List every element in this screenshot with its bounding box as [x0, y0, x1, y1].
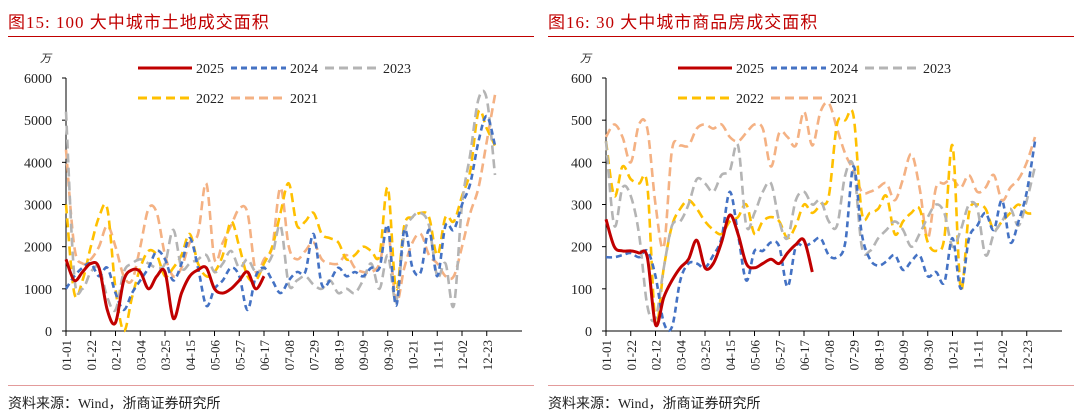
line-chart-housing: 万 0 100 200 300 400 500 600 01-01 01-22 02-12 03-04… [571, 53, 1062, 371]
legend-label-2023: 2023 [383, 62, 411, 77]
x-tick-label: 07-08 [282, 340, 297, 370]
x-tick-label: 02-12 [109, 340, 124, 370]
y-tick-label: 6000 [24, 72, 52, 87]
x-tick-label: 05-27 [232, 340, 247, 371]
series-line-2024 [64, 114, 497, 312]
y-tick-label: 600 [571, 72, 592, 87]
x-tick-label: 01-01 [59, 340, 74, 370]
x-tick-label: 06-17 [797, 340, 812, 371]
x-tick-label: 01-22 [624, 340, 639, 370]
x-tick-label: 12-02 [455, 340, 470, 370]
source-note: 资料来源：Wind，浙商证券研究所 [8, 397, 221, 412]
x-tick-label: 09-30 [921, 340, 936, 370]
y-tick-label: 0 [585, 325, 592, 340]
x-tick-label: 05-27 [772, 340, 787, 371]
y-tick-label: 4000 [24, 156, 52, 171]
x-tick-label: 04-15 [723, 340, 738, 370]
x-tick-label: 04-15 [183, 340, 198, 370]
x-tick-label: 12-23 [480, 340, 495, 370]
series-line-2021 [604, 101, 1037, 250]
legend-label-2023: 2023 [923, 62, 951, 77]
chart-panel-land: 图15: 100 大中城市土地成交面积 万 0 1000 2000 3000 4000 50… [8, 13, 534, 412]
x-tick-label: 09-09 [356, 340, 371, 370]
legend-label-2022: 2022 [196, 92, 224, 107]
x-tick-label: 10-21 [946, 340, 961, 370]
legend-label-2024: 2024 [830, 62, 858, 77]
x-tick-label: 03-04 [673, 340, 688, 371]
x-tick-label: 02-12 [649, 340, 664, 370]
legend-label-2025: 2025 [196, 62, 224, 77]
chart-title: 图15: 100 大中城市土地成交面积 [8, 13, 270, 32]
source-note: 资料来源：Wind，浙商证券研究所 [548, 397, 761, 412]
x-tick-label: 12-02 [995, 340, 1010, 370]
series-line-2025 [64, 258, 266, 326]
x-tick-label: 08-19 [871, 340, 886, 370]
series-line-2021 [64, 94, 497, 304]
series-line-2025 [604, 213, 814, 328]
y-tick-label: 0 [45, 325, 52, 340]
x-tick-label: 03-25 [698, 340, 713, 370]
x-tick-label: 03-04 [133, 340, 148, 371]
y-unit-label: 万 [580, 53, 593, 65]
x-tick-label: 07-29 [307, 340, 322, 370]
legend-label-2024: 2024 [290, 62, 318, 77]
x-tick-label: 05-06 [208, 340, 223, 371]
legend-label-2021: 2021 [830, 92, 858, 107]
legend-label-2025: 2025 [736, 62, 764, 77]
y-tick-label: 1000 [24, 283, 52, 298]
legend-label-2022: 2022 [736, 92, 764, 107]
legend-label-2021: 2021 [290, 92, 318, 107]
x-tick-label: 10-21 [406, 340, 421, 370]
series-line-2022 [64, 108, 497, 333]
y-tick-label: 200 [571, 241, 592, 256]
series-line-2024 [605, 141, 1037, 333]
x-tick-label: 06-17 [257, 340, 272, 371]
x-tick-label: 09-30 [381, 340, 396, 370]
line-chart-land: 万 0 1000 2000 3000 4000 5000 6000 01-01 01-22 02-1… [24, 53, 522, 371]
x-tick-label: 08-19 [331, 340, 346, 370]
footer-rule [8, 385, 534, 386]
y-tick-label: 5000 [24, 114, 52, 129]
x-tick-label: 11-11 [970, 340, 985, 369]
y-unit-label: 万 [40, 53, 53, 65]
series-line-2023 [64, 89, 497, 313]
x-tick-label: 05-06 [748, 340, 763, 371]
y-tick-label: 300 [571, 199, 592, 214]
x-tick-label: 01-01 [599, 340, 614, 370]
series-line-2023 [604, 141, 1037, 323]
y-tick-label: 2000 [24, 241, 52, 256]
chart-panel-housing: 图16: 30 大中城市商品房成交面积 万 0 100 200 300 400 500 600… [540, 0, 1080, 415]
series-line-2022 [604, 108, 1036, 327]
x-tick-label: 12-23 [1020, 340, 1035, 370]
x-tick-label: 01-22 [84, 340, 99, 370]
y-tick-label: 500 [571, 114, 592, 129]
chart-title: 图16: 30 大中城市商品房成交面积 [548, 13, 819, 32]
x-tick-label: 03-25 [158, 340, 173, 370]
x-tick-label: 07-29 [847, 340, 862, 370]
title-rule [548, 36, 1074, 37]
x-tick-label: 07-08 [822, 340, 837, 370]
x-tick-label: 09-09 [896, 340, 911, 370]
footer-rule [548, 385, 1074, 386]
y-tick-label: 100 [571, 283, 592, 298]
title-rule [8, 36, 534, 37]
y-tick-label: 400 [571, 156, 592, 171]
x-tick-label: 11-11 [430, 340, 445, 369]
y-tick-label: 3000 [24, 199, 52, 214]
